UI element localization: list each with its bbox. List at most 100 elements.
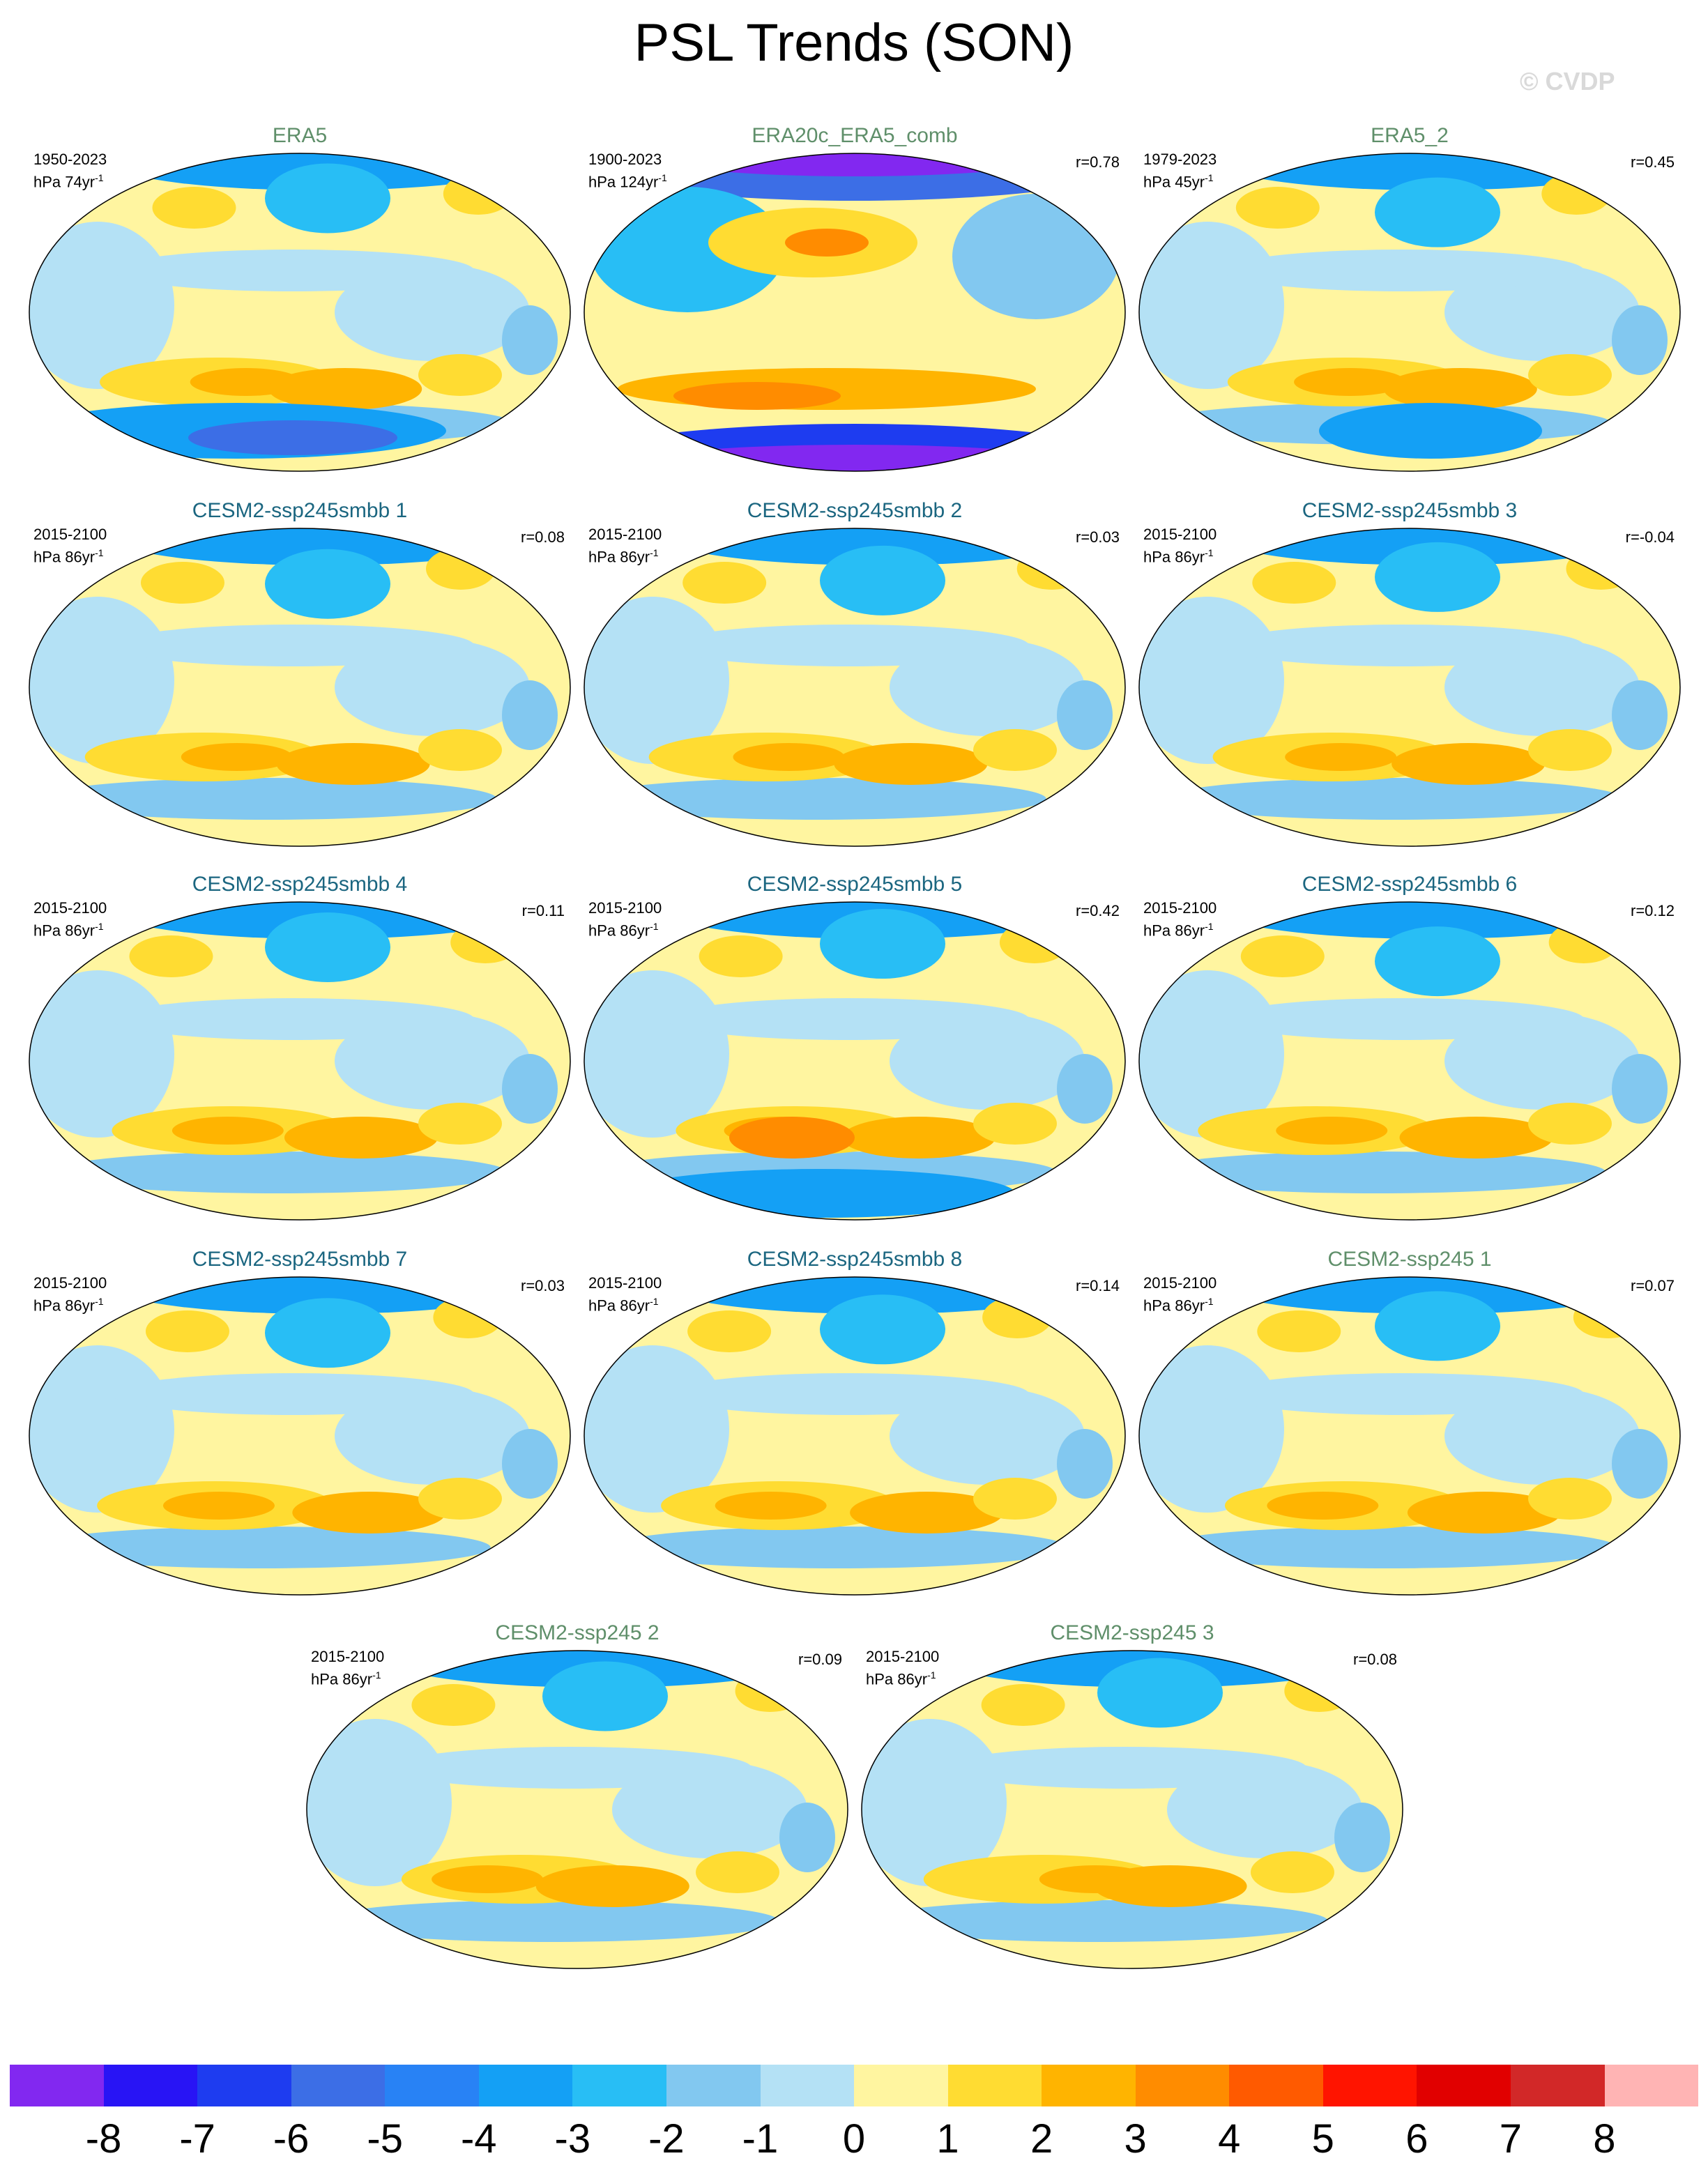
period-units: hPa 86yr	[588, 548, 650, 566]
contour-region	[1391, 743, 1546, 785]
contour-region	[699, 935, 783, 977]
period-units: hPa 86yr	[1143, 548, 1205, 566]
panel-title: CESM2-ssp245smbb 2	[747, 499, 963, 522]
map-panel: CESM2-ssp245 3 2015-2100 hPa 86yr-1 r=0.08	[860, 1621, 1404, 1970]
period-years: 2015-2100	[33, 1274, 107, 1292]
contour-region	[1221, 625, 1584, 666]
panel-title: CESM2-ssp245smbb 4	[192, 873, 408, 896]
pattern-correlation: r=0.78	[1076, 153, 1120, 171]
map-border	[29, 1276, 571, 1596]
contour-region	[188, 420, 397, 455]
contour-region	[683, 562, 767, 604]
contour-region	[607, 1527, 1068, 1568]
contour-region	[112, 153, 530, 190]
period-years: 2015-2100	[1143, 899, 1217, 917]
contour-region	[1057, 1429, 1113, 1499]
panel-period: 1979-2023 hPa 45yr-1	[1143, 151, 1217, 191]
map-panel: CESM2-ssp245smbb 5 2015-2100 hPa 86yr-1 r=0…	[583, 873, 1127, 1221]
contour-region	[1163, 778, 1624, 820]
colorbar-tick-label: 2	[1030, 2116, 1053, 2162]
map-panel: CESM2-ssp245smbb 4 2015-2100 hPa 86yr-1 r=0…	[28, 873, 572, 1221]
contour-region	[47, 1152, 508, 1193]
unit-exponent: -1	[650, 921, 659, 932]
figure-title: PSL Trends (SON)	[634, 13, 1074, 72]
period-units: hPa 45yr	[1143, 173, 1205, 191]
contour-region	[1548, 921, 1619, 963]
contour-region	[973, 1103, 1057, 1145]
map-border	[1138, 1276, 1681, 1596]
colorbar-tick-label: 8	[1593, 2116, 1616, 2162]
period-units: hPa 86yr	[588, 921, 650, 940]
pattern-correlation: r=0.14	[1076, 1277, 1120, 1294]
contour-region	[981, 1684, 1065, 1726]
contour-region	[1375, 926, 1500, 997]
contour-region	[1528, 1103, 1612, 1145]
period-years: 2015-2100	[588, 1274, 662, 1292]
colorbar-tick-label: -1	[742, 2116, 779, 2162]
unit-exponent: -1	[650, 1296, 659, 1307]
colorbar-tick-label: -3	[554, 2116, 591, 2162]
contour-region	[1612, 1429, 1668, 1499]
period-years: 2015-2100	[866, 1648, 940, 1665]
contour-region	[687, 1310, 772, 1352]
colorbar-tick-label: -4	[460, 2116, 497, 2162]
contour-region	[1221, 153, 1640, 190]
unit-exponent: -1	[95, 1296, 104, 1307]
map-panel: ERA5 1950-2023 hPa 74yr-1	[28, 124, 572, 473]
colorbar-swatch	[1229, 2065, 1323, 2106]
pattern-correlation: r=0.03	[521, 1277, 565, 1294]
panel-period: 1900-2023 hPa 124yr-1	[588, 151, 667, 191]
panel-title: CESM2-ssp245 2	[495, 1621, 659, 1644]
map-border	[1138, 528, 1681, 847]
contour-region	[112, 1277, 530, 1314]
contour-region	[1528, 1478, 1612, 1520]
trend-map	[1138, 153, 1681, 472]
contour-region	[389, 1651, 807, 1688]
contour-region	[1267, 1492, 1379, 1520]
panel-title: CESM2-ssp245smbb 5	[747, 873, 963, 896]
trend-map	[584, 153, 1126, 472]
contour-region	[841, 1117, 996, 1158]
contour-region	[982, 1297, 1053, 1338]
pattern-correlation: r=0.11	[521, 902, 565, 919]
colorbar-swatch	[1042, 2065, 1136, 2106]
contour-region	[319, 1900, 779, 1942]
colorbar-swatch	[103, 2065, 198, 2106]
contour-region	[1016, 548, 1087, 590]
contour-region	[276, 743, 430, 785]
colorbar-tick-label: 4	[1218, 2116, 1241, 2162]
contour-region	[1221, 902, 1640, 939]
contour-region	[265, 163, 390, 234]
unit-exponent: -1	[372, 1669, 381, 1681]
colorbar	[10, 2065, 1699, 2106]
contour-region	[542, 1661, 668, 1731]
panel-period: 2015-2100 hPa 86yr-1	[311, 1648, 384, 1688]
colorbar-swatch	[1135, 2065, 1230, 2106]
colorbar-swatch	[760, 2065, 855, 2106]
contour-region	[729, 1117, 855, 1158]
contour-region	[1139, 222, 1284, 389]
period-years: 2015-2100	[1143, 1274, 1217, 1292]
contour-region	[1221, 1277, 1640, 1314]
contour-region	[307, 1719, 452, 1886]
contour-region	[162, 1492, 275, 1520]
map-panel: ERA5_2 1979-2023 hPa 45yr-1 r=0.45	[1138, 124, 1682, 473]
contour-region	[590, 445, 1120, 471]
contour-region	[265, 912, 390, 982]
contour-region	[1097, 1658, 1223, 1728]
contour-region	[389, 1747, 752, 1789]
panel-period: 2015-2100 hPa 86yr-1	[1143, 899, 1217, 940]
contour-region	[733, 743, 845, 771]
contour-region	[1612, 1054, 1668, 1124]
trend-map	[29, 528, 571, 847]
colorbar-swatch	[666, 2065, 761, 2106]
map-panel: CESM2-ssp245smbb 1 2015-2100 hPa 86yr-1 r=0…	[28, 499, 572, 848]
trend-map	[29, 1276, 571, 1596]
colorbar-tick-label: -6	[273, 2116, 310, 2162]
unit-exponent: -1	[650, 547, 659, 558]
contour-region	[1528, 354, 1612, 396]
map-border	[1138, 153, 1681, 472]
pattern-correlation: r=0.42	[1076, 902, 1120, 919]
pattern-correlation: r=0.09	[798, 1651, 842, 1668]
panel-title: ERA5_2	[1371, 124, 1449, 147]
